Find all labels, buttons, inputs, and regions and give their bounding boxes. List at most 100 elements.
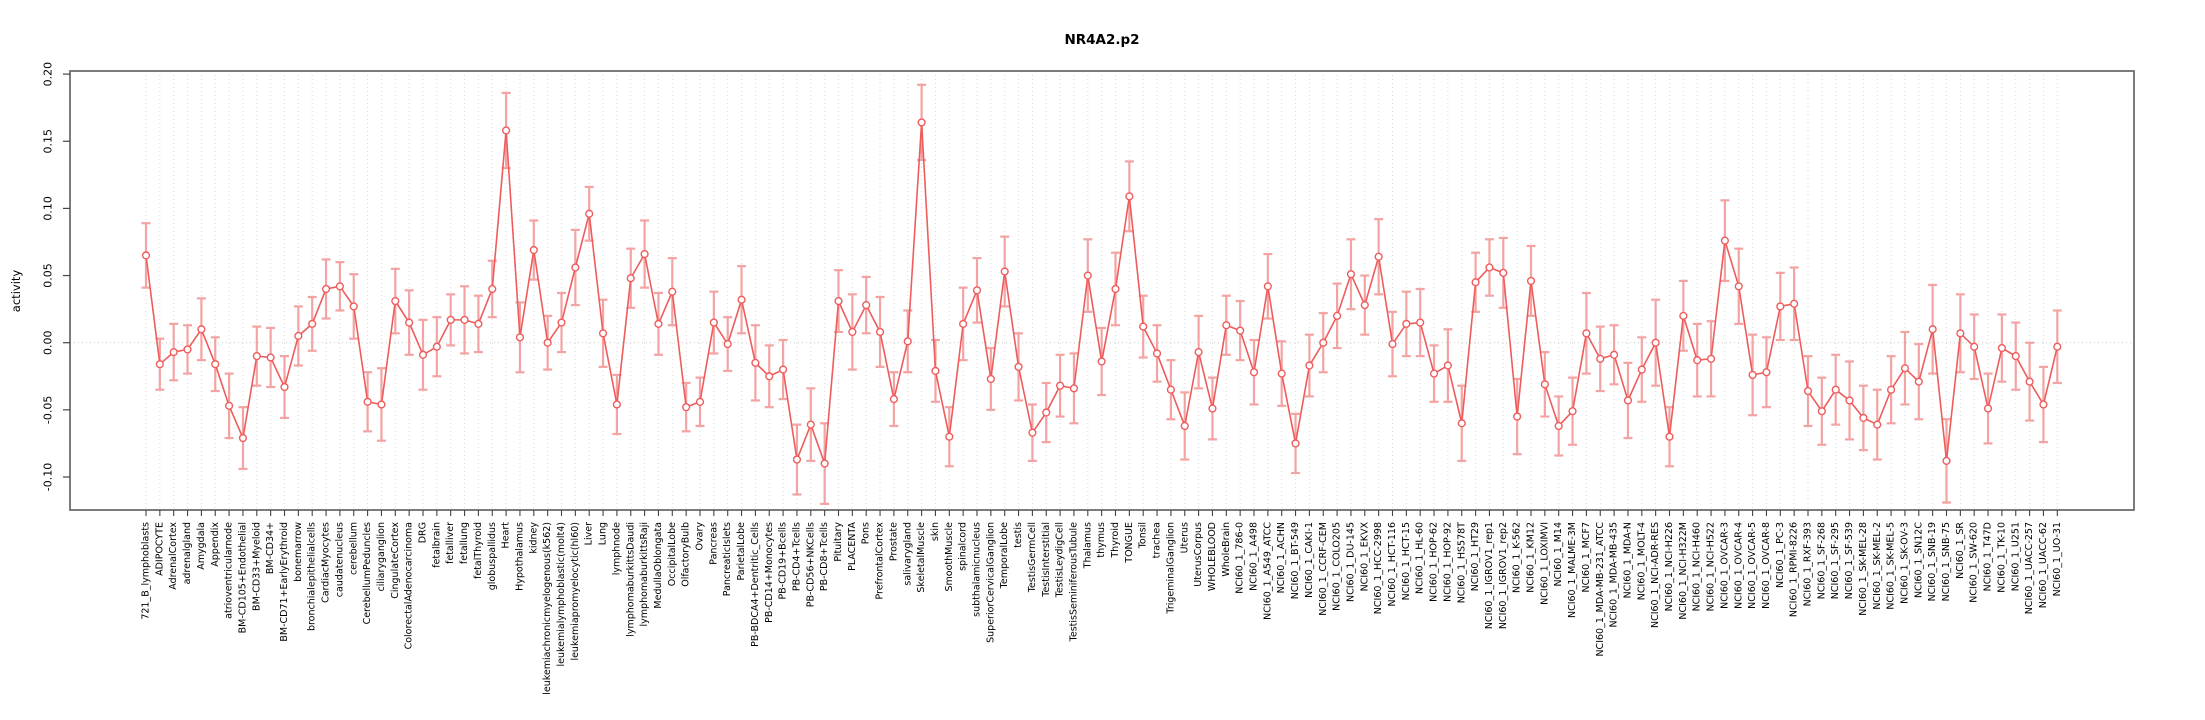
data-point — [889, 395, 899, 404]
x-category-label: atrioventricularnode — [224, 522, 235, 619]
x-category-label: CerebellumPeduncles — [362, 522, 373, 624]
x-category-label: NCI60_1_U251 — [2010, 522, 2021, 591]
x-category-label: cerebellum — [348, 522, 359, 575]
data-point — [2025, 377, 2034, 386]
data-point — [1014, 362, 1023, 371]
x-category-label: spinalcord — [958, 522, 969, 571]
x-category-label: NCI60_1_RXF-393 — [1803, 522, 1814, 606]
x-category-label: caudatenucleus — [334, 522, 345, 597]
data-point — [571, 263, 580, 272]
x-category-label: NCI60_1_LOXIMVI — [1539, 522, 1550, 605]
x-category-label: NCI60_1_HCT-15 — [1401, 522, 1412, 600]
x-category-label: Appendix — [210, 522, 221, 567]
y-tick-label: 0.05 — [42, 263, 55, 288]
data-point — [1291, 439, 1300, 448]
x-category-label: MedullaOblongata — [653, 522, 664, 609]
data-point — [1277, 369, 1286, 378]
x-category-label: fetalThyroid — [473, 522, 484, 579]
data-point — [211, 360, 220, 369]
data-point — [1374, 252, 1383, 261]
data-point — [405, 318, 414, 327]
data-point — [1720, 236, 1730, 245]
x-category-label: NCI60_1_ACHN — [1276, 522, 1287, 593]
x-category-label: Ovary — [695, 522, 706, 551]
x-category-label: NCI60_1_HOP-92 — [1442, 522, 1453, 602]
data-point — [1125, 192, 1134, 201]
x-category-label: Liver — [584, 522, 595, 545]
x-category-label: NCI60_1_OVCAR-4 — [1733, 522, 1744, 609]
data-point — [903, 337, 912, 346]
x-category-label: NCI60_1_HT29 — [1470, 522, 1481, 591]
x-category-label: lymphnode — [611, 522, 622, 575]
data-point — [1623, 396, 1633, 405]
x-category-label: leukemiapromyelocytic(hl60) — [570, 522, 581, 661]
x-category-label: testis — [1013, 522, 1024, 548]
x-category-label: Hypothalamus — [514, 522, 525, 591]
data-point — [557, 318, 566, 327]
data-point — [1208, 404, 1217, 413]
data-point — [2053, 342, 2062, 351]
data-point — [446, 315, 455, 324]
x-category-label: NCI60_1_NCI-H322M — [1678, 522, 1689, 620]
data-point — [640, 249, 649, 259]
data-point — [1055, 381, 1065, 390]
x-category-label: leukemiachronicmyelogenous(k562) — [542, 522, 553, 695]
data-point — [1236, 326, 1245, 335]
data-point — [1416, 318, 1425, 327]
data-point — [834, 296, 843, 306]
x-category-label: NCI60_1_UACC-257 — [2024, 522, 2035, 614]
x-category-label: NCI60_1_SN12C — [1913, 522, 1924, 598]
x-category-label: UterusCorpus — [1193, 522, 1204, 587]
x-category-label: Thyroid — [1110, 522, 1121, 559]
x-category-label: TestisLeydigCell — [1055, 522, 1066, 598]
x-category-label: NCI60_1_HCT-116 — [1387, 522, 1398, 606]
y-tick-label: -0.05 — [42, 396, 55, 424]
x-category-label: Heart — [501, 522, 512, 549]
data-point — [321, 284, 331, 294]
data-point — [765, 372, 774, 381]
x-category-label: NCI60_1_SK-OV-3 — [1899, 522, 1910, 604]
data-point — [1180, 421, 1189, 431]
data-point — [266, 353, 275, 362]
x-category-label: fetalliver — [445, 522, 456, 564]
data-point — [1332, 311, 1342, 320]
x-category-label: NCI60_1_A549_ATCC — [1262, 522, 1273, 620]
data-point — [1097, 357, 1106, 366]
data-point — [1388, 339, 1397, 349]
data-point — [585, 209, 594, 218]
data-point — [1609, 350, 1619, 359]
data-point — [1000, 267, 1009, 276]
data-point — [543, 338, 552, 347]
x-category-label: AdrenalCortex — [168, 522, 179, 590]
data-point — [515, 333, 525, 342]
data-point — [1942, 456, 1951, 465]
x-category-label: PB-CD4+Tcells — [791, 522, 802, 591]
x-category-label: BM-CD34+ — [265, 522, 276, 574]
chart-title: NR4A2.p2 — [1064, 32, 1139, 48]
data-point — [695, 397, 705, 406]
x-category-label: WHOLEBLOOD — [1207, 522, 1218, 591]
x-category-label: PB-CD19+Bcells — [778, 522, 789, 600]
data-point — [1997, 343, 2007, 353]
x-category-label: TestisGermCell — [1027, 522, 1038, 593]
x-category-label: PB-CD8+Tcells — [819, 522, 830, 591]
x-category-label: NCI60_1_SNB-19 — [1927, 522, 1938, 601]
data-point — [1568, 407, 1577, 416]
x-category-label: NCI60_1_UO-31 — [2052, 522, 2063, 596]
x-category-label: NCI60_1_HL-60 — [1415, 522, 1426, 594]
data-point — [1457, 419, 1466, 428]
data-point — [1166, 385, 1176, 394]
data-point — [709, 318, 718, 327]
data-point — [862, 300, 871, 310]
x-category-label: Pancreas — [708, 522, 719, 565]
data-point — [612, 400, 622, 409]
x-category-label: NCI60_1_A498 — [1249, 522, 1260, 591]
x-category-label: NCI60_1_SF-539 — [1844, 522, 1855, 599]
x-category-label: SmoothMuscle — [944, 522, 955, 592]
x-category-label: Pituitary — [833, 522, 844, 562]
y-tick-label: 0.00 — [42, 330, 55, 355]
data-point — [1540, 380, 1549, 389]
data-point — [1873, 420, 1882, 429]
x-category-label: WholeBrain — [1221, 522, 1232, 577]
x-category-label: NCI60_1_RPMI-8226 — [1789, 522, 1800, 617]
